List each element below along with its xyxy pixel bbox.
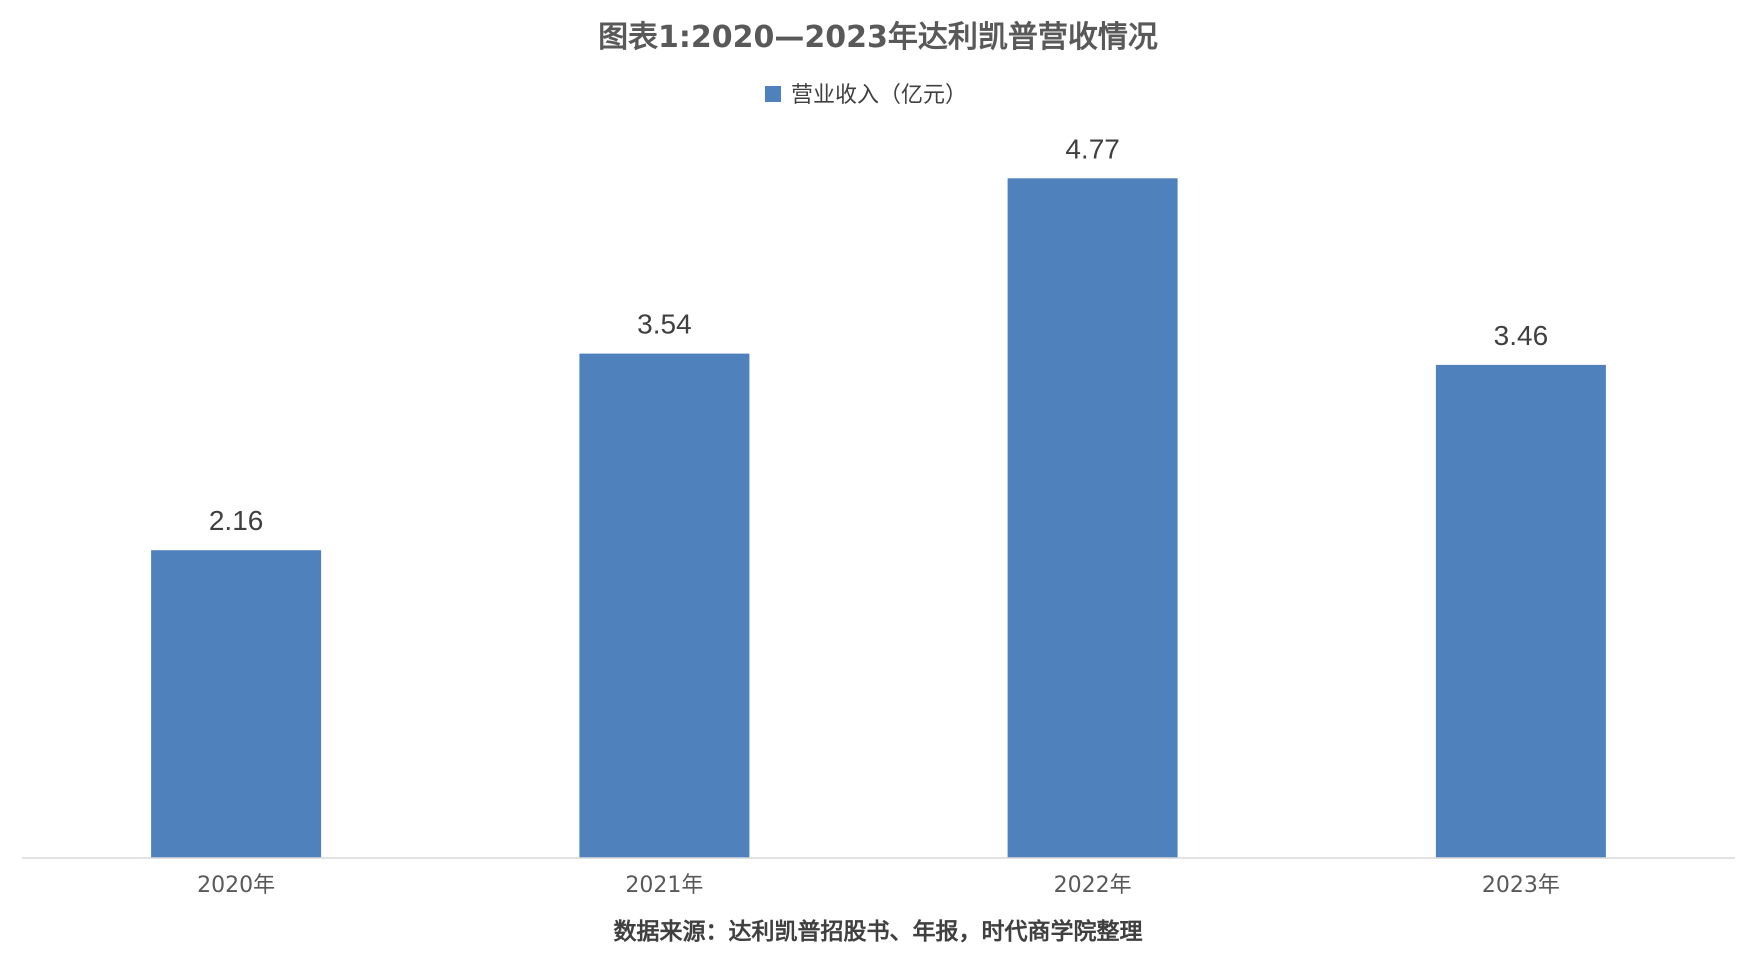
legend-label: 营业收入（亿元）	[791, 83, 967, 108]
x-tick-label-2: 2022年	[1054, 873, 1132, 898]
data-label-3: 3.46	[1494, 320, 1549, 351]
chart-title: 图表1:2020—2023年达利凯普营收情况	[598, 20, 1158, 55]
bar-3	[1435, 364, 1606, 858]
bar-0	[151, 550, 322, 858]
data-label-2: 4.77	[1065, 133, 1120, 164]
data-labels-group: 2.16 3.54 4.77 3.46	[209, 133, 1548, 536]
bars-group	[151, 178, 1606, 859]
bar-2	[1007, 178, 1178, 859]
x-axis-ticks: 2020年 2021年 2022年 2023年	[197, 873, 1560, 898]
legend-swatch	[765, 86, 781, 102]
x-tick-label-0: 2020年	[197, 873, 275, 898]
x-tick-label-3: 2023年	[1482, 873, 1560, 898]
x-tick-label-1: 2021年	[625, 873, 703, 898]
data-label-0: 2.16	[209, 505, 264, 536]
legend: 营业收入（亿元）	[765, 83, 967, 108]
data-label-1: 3.54	[637, 309, 692, 340]
source-note: 数据来源：达利凯普招股书、年报，时代商学院整理	[614, 918, 1143, 945]
bar-1	[579, 353, 750, 858]
